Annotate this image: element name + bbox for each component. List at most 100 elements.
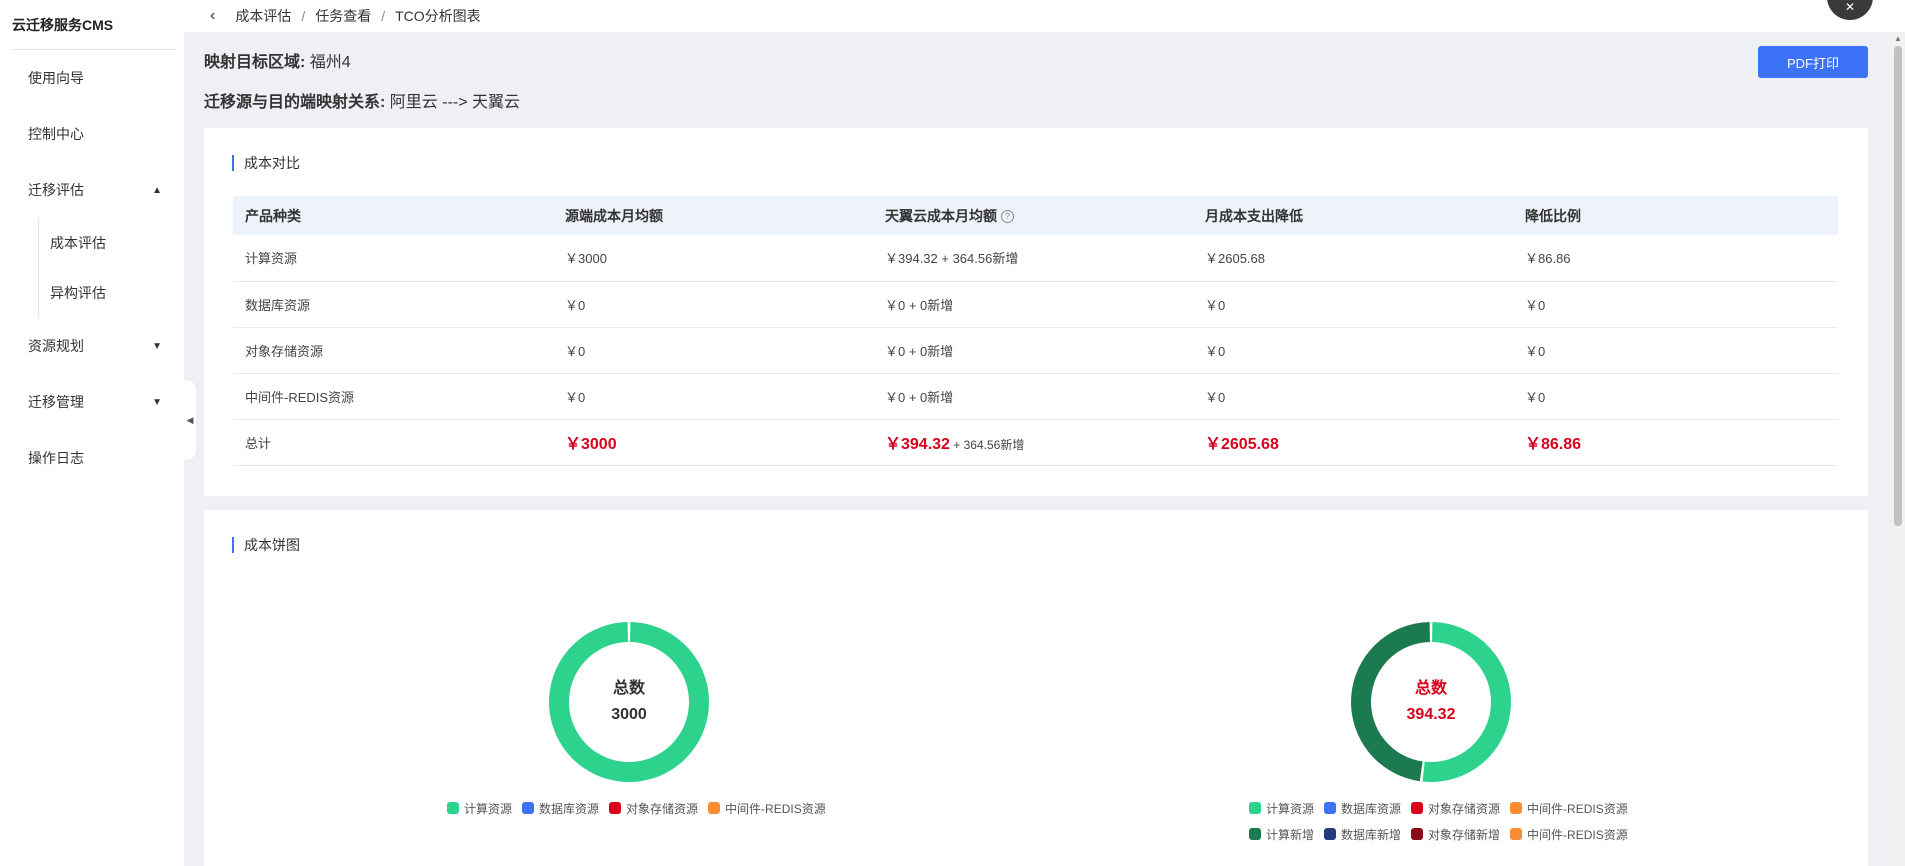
sidebar-collapse-button[interactable]: ◀ — [184, 380, 196, 460]
mapping-label: 迁移源与目的端映射关系: — [204, 94, 386, 111]
legend-swatch — [1411, 828, 1424, 840]
right-donut-chart: 总数 394.32 — [1341, 612, 1521, 792]
sidebar-item-operation-log[interactable]: 操作日志 — [0, 430, 184, 486]
cost-compare-card: 成本对比 产品种类 源端成本月均额 天翼云成本月均额? 月成本支出降低 降低比例… — [204, 128, 1868, 496]
legend-item[interactable]: 中间件-REDIS资源 — [1510, 795, 1628, 821]
legend-label: 计算新增 — [1266, 827, 1315, 842]
legend-item[interactable]: 对象存储新增 — [1411, 821, 1500, 847]
legend-label: 中间件-REDIS资源 — [725, 801, 826, 816]
sidebar-item-label: 异构评估 — [50, 285, 106, 301]
breadcrumb-item-current: TCO分析图表 — [395, 8, 481, 24]
vertical-scrollbar[interactable]: ▲ — [1891, 32, 1905, 866]
back-icon[interactable]: ‹ — [210, 7, 216, 24]
sidebar-item-guide[interactable]: 使用向导 — [0, 50, 184, 106]
sidebar-item-migration-assessment[interactable]: 迁移评估 ▲ — [0, 162, 184, 218]
sidebar-item-label: 迁移评估 — [28, 182, 84, 198]
sidebar-item-control-center[interactable]: 控制中心 — [0, 106, 184, 162]
table-cell: 中间件-REDIS资源 — [233, 373, 553, 420]
scrollbar-thumb[interactable] — [1894, 46, 1902, 526]
total-source-cost: ￥3000 — [553, 419, 873, 466]
pie-slice-计算新增[interactable] — [1351, 622, 1430, 782]
legend-swatch — [1324, 802, 1337, 814]
left-donut-chart: 总数 3000 — [539, 612, 719, 792]
table-row: 对象存储资源 ￥0 ￥0 + 0新增 ￥0 ￥0 — [233, 327, 1838, 374]
donut-center: 总数 3000 — [539, 612, 719, 792]
table-header: 产品种类 — [233, 196, 553, 235]
right-chart-legend: 计算资源 数据库资源 对象存储资源 中间件-REDIS资源 计算新增 数据库新增 对象存储新… — [1249, 795, 1649, 847]
legend-swatch — [447, 802, 459, 814]
legend-item[interactable]: 计算新增 — [1249, 821, 1314, 847]
table-header: 月成本支出降低 — [1193, 196, 1513, 235]
sidebar-item-label: 资源规划 — [28, 338, 84, 354]
pie-slice-计算资源[interactable] — [1422, 622, 1511, 782]
table-cell: ￥0 + 0新增 — [873, 327, 1193, 374]
breadcrumb-separator: / — [301, 8, 306, 24]
mapping-value: 阿里云 ---> 天翼云 — [389, 94, 521, 111]
legend-swatch — [1249, 828, 1261, 840]
legend-swatch — [1411, 802, 1424, 814]
legend-swatch — [1510, 828, 1523, 840]
legend-label: 数据库新增 — [1341, 827, 1402, 842]
table-header: 天翼云成本月均额? — [873, 196, 1193, 235]
legend-swatch — [1510, 802, 1523, 814]
target-region: 映射目标区域: 福州4 — [204, 48, 351, 72]
table-cell: ￥2605.68 — [1193, 235, 1513, 282]
sidebar-item-resource-planning[interactable]: 资源规划 ▼ — [0, 318, 184, 374]
legend-label: 计算资源 — [1266, 801, 1315, 816]
legend-label: 数据库资源 — [1341, 801, 1402, 816]
legend-label: 对象存储资源 — [626, 801, 699, 816]
table-cell: ￥0 — [1193, 281, 1513, 328]
legend-item[interactable]: 中间件-REDIS资源 — [708, 795, 826, 821]
scroll-up-icon[interactable]: ▲ — [1894, 34, 1902, 43]
table-cell: ￥0 — [1193, 373, 1513, 420]
help-icon[interactable]: ? — [1001, 210, 1014, 224]
donut-center-value: 394.32 — [1406, 706, 1456, 723]
table-cell: ￥0 + 0新增 — [873, 281, 1193, 328]
caret-down-icon: ▼ — [152, 340, 162, 352]
pdf-print-button[interactable]: PDF打印 — [1758, 46, 1868, 78]
chevron-left-icon: ◀ — [186, 414, 194, 425]
legend-label: 对象存储新增 — [1428, 827, 1501, 842]
legend-label: 中间件-REDIS资源 — [1527, 827, 1628, 842]
legend-item[interactable]: 中间件-REDIS资源 — [1510, 821, 1628, 847]
table-cell: ￥0 — [553, 327, 873, 374]
table-header: 源端成本月均额 — [553, 196, 873, 235]
donut-center-label: 总数 — [1414, 680, 1447, 697]
breadcrumb-item[interactable]: 任务查看 — [315, 8, 372, 24]
table-row: 计算资源 ￥3000 ￥394.32 + 364.56新增 ￥2605.68 ￥… — [233, 235, 1838, 282]
table-cell: ￥394.32 + 364.56新增 — [873, 235, 1193, 282]
legend-item[interactable]: 对象存储资源 — [609, 795, 698, 821]
card-title: 成本饼图 — [232, 537, 300, 553]
sidebar-item-label: 控制中心 — [28, 126, 84, 142]
sidebar-item-label: 迁移管理 — [28, 394, 84, 410]
caret-down-icon: ▼ — [152, 396, 162, 408]
table-cell: ￥0 — [553, 373, 873, 420]
sidebar-item-migration-management[interactable]: 迁移管理 ▼ — [0, 374, 184, 430]
sidebar-item-label: 使用向导 — [28, 70, 84, 86]
legend-item[interactable]: 计算资源 — [1249, 795, 1314, 821]
caret-up-icon: ▲ — [152, 184, 162, 196]
table-header-row: 产品种类 源端成本月均额 天翼云成本月均额? 月成本支出降低 降低比例 — [233, 196, 1838, 235]
table-row: 中间件-REDIS资源 ￥0 ￥0 + 0新增 ￥0 ￥0 — [233, 373, 1838, 420]
legend-item[interactable]: 计算资源 — [447, 795, 512, 821]
floating-action-icon[interactable]: ✕ — [1827, 0, 1873, 20]
legend-swatch — [1324, 828, 1337, 840]
sidebar-item-label: 操作日志 — [28, 450, 84, 466]
legend-label: 数据库资源 — [539, 801, 600, 816]
legend-item[interactable]: 对象存储资源 — [1411, 795, 1500, 821]
sidebar-item-heterogeneous-assessment[interactable]: 异构评估 — [39, 268, 184, 318]
table-total-row: 总计 ￥3000 ￥394.32 + 364.56新增 ￥2605.68 ￥86… — [233, 419, 1838, 466]
card-title: 成本对比 — [232, 155, 300, 171]
table-cell: ￥86.86 — [1513, 235, 1838, 282]
table-cell: ￥0 + 0新增 — [873, 373, 1193, 420]
sidebar-item-cost-assessment[interactable]: 成本评估 — [39, 218, 184, 268]
legend-item[interactable]: 数据库资源 — [522, 795, 599, 821]
sidebar: 云迁移服务CMS 使用向导 控制中心 迁移评估 ▲ 成本评估 异构评估 资源规划… — [0, 0, 184, 866]
legend-label: 中间件-REDIS资源 — [1527, 801, 1628, 816]
legend-item[interactable]: 数据库资源 — [1324, 795, 1401, 821]
legend-swatch — [708, 802, 721, 814]
breadcrumb-item[interactable]: 成本评估 — [235, 8, 292, 24]
target-region-value: 福州4 — [309, 54, 351, 71]
legend-item[interactable]: 数据库新增 — [1324, 821, 1401, 847]
donut-center-label: 总数 — [612, 680, 645, 697]
